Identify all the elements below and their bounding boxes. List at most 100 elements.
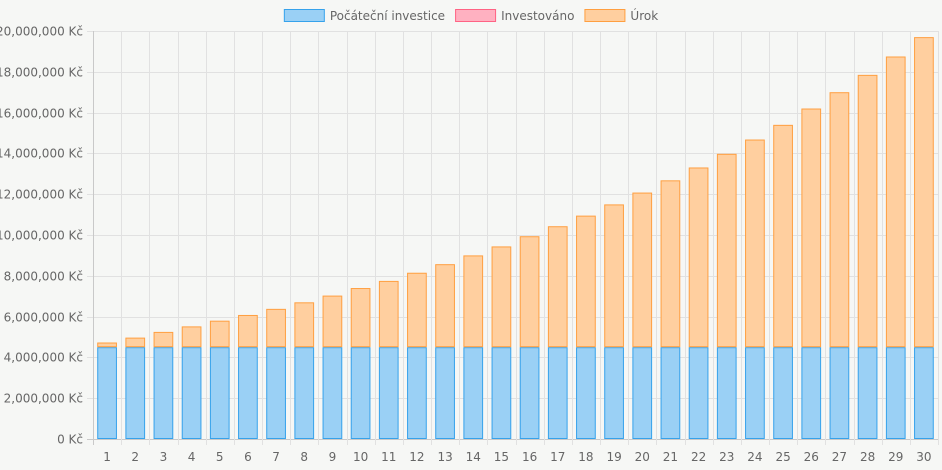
- bar-interest[interactable]: [519, 236, 540, 348]
- y-tick-label: 20,000,000 Kč: [0, 25, 83, 39]
- y-tick-label: 4,000,000 Kč: [4, 351, 83, 365]
- bar-initial-investment[interactable]: [435, 347, 455, 440]
- bar-interest[interactable]: [322, 295, 343, 348]
- bar-initial-investment[interactable]: [378, 347, 399, 440]
- bar-interest[interactable]: [350, 288, 371, 348]
- bar-initial-investment[interactable]: [407, 347, 427, 440]
- x-tick-label: 19: [606, 450, 621, 464]
- bar-interest[interactable]: [153, 331, 174, 348]
- bar-initial-investment[interactable]: [716, 347, 737, 440]
- bar-initial-investment[interactable]: [857, 347, 878, 440]
- bar-interest[interactable]: [181, 326, 202, 348]
- bar-interest[interactable]: [773, 124, 793, 348]
- bar-interest[interactable]: [914, 37, 934, 348]
- bar-interest[interactable]: [547, 226, 568, 348]
- y-tick-label: 6,000,000 Kč: [4, 311, 83, 325]
- bar-initial-investment[interactable]: [238, 347, 258, 440]
- x-tick-label: 25: [775, 450, 790, 464]
- x-axis: 1 2 3 4 5 6 7 8 9 10 11 12 13 14 15 16 17 18 19 20 21 22 23 24 2…: [103, 450, 931, 464]
- y-tick-label: 14,000,000 Kč: [0, 147, 83, 161]
- bar-initial-investment[interactable]: [209, 347, 230, 440]
- bar-initial-investment[interactable]: [294, 347, 315, 440]
- x-tick-label: 6: [244, 450, 252, 464]
- bar-interest[interactable]: [688, 167, 709, 348]
- y-axis: 0 Kč 2,000,000 Kč 4,000,000 Kč 6,000,000 Kč…: [0, 25, 83, 447]
- bar-initial-investment[interactable]: [153, 347, 174, 440]
- bar-interest[interactable]: [407, 272, 427, 348]
- bar-initial-investment[interactable]: [97, 347, 117, 440]
- bar-initial-investment[interactable]: [632, 347, 653, 440]
- bar-initial-investment[interactable]: [660, 347, 681, 440]
- y-tick-label: 18,000,000 Kč: [0, 66, 83, 80]
- bar-interest[interactable]: [463, 255, 484, 348]
- y-tick-label: 12,000,000 Kč: [0, 188, 83, 202]
- grid-lines: [87, 31, 939, 445]
- x-tick-label: 22: [691, 450, 706, 464]
- bar-initial-investment[interactable]: [773, 347, 793, 440]
- bar-initial-investment[interactable]: [322, 347, 343, 440]
- bar-interest[interactable]: [491, 246, 512, 348]
- legend-label: Počáteční investice: [330, 9, 445, 23]
- bar-interest[interactable]: [632, 192, 653, 348]
- legend-item-initial-investment[interactable]: Počáteční investice: [283, 9, 445, 23]
- bar-interest[interactable]: [378, 280, 399, 348]
- y-tick-label: 10,000,000 Kč: [0, 229, 83, 243]
- x-tick-label: 12: [409, 450, 424, 464]
- bar-interest[interactable]: [576, 215, 596, 348]
- bar-interest[interactable]: [829, 92, 850, 348]
- bar-initial-investment[interactable]: [181, 347, 202, 440]
- bar-interest[interactable]: [435, 264, 455, 348]
- bar-initial-investment[interactable]: [688, 347, 709, 440]
- x-tick-label: 8: [300, 450, 308, 464]
- bar-interest[interactable]: [801, 108, 822, 348]
- bar-initial-investment[interactable]: [604, 347, 624, 440]
- bar-interest[interactable]: [209, 320, 230, 348]
- y-tick-label: 8,000,000 Kč: [4, 270, 83, 284]
- bars: [97, 37, 934, 440]
- y-tick-label: 0 Kč: [57, 433, 83, 447]
- bar-interest[interactable]: [885, 56, 906, 348]
- x-tick-label: 27: [832, 450, 847, 464]
- bar-initial-investment[interactable]: [491, 347, 512, 440]
- bar-interest[interactable]: [604, 204, 624, 348]
- x-tick-label: 30: [916, 450, 931, 464]
- legend-swatch: [455, 9, 497, 22]
- legend[interactable]: Počáteční investice Investováno Úrok: [283, 8, 658, 23]
- bar-interest[interactable]: [266, 308, 286, 348]
- bar-initial-investment[interactable]: [266, 347, 286, 440]
- bar-interest[interactable]: [97, 342, 117, 348]
- legend-item-interest[interactable]: Úrok: [584, 8, 658, 23]
- bar-initial-investment[interactable]: [745, 347, 765, 440]
- bar-interest[interactable]: [238, 314, 258, 348]
- bar-interest[interactable]: [125, 337, 146, 348]
- x-tick-label: 11: [381, 450, 396, 464]
- bar-initial-investment[interactable]: [350, 347, 371, 440]
- x-tick-label: 24: [747, 450, 762, 464]
- bar-interest[interactable]: [716, 153, 737, 348]
- bar-interest[interactable]: [660, 180, 681, 348]
- bar-initial-investment[interactable]: [885, 347, 906, 440]
- legend-item-invested[interactable]: Investováno: [455, 9, 575, 23]
- x-tick-label: 1: [103, 450, 111, 464]
- bar-initial-investment[interactable]: [547, 347, 568, 440]
- legend-label: Úrok: [630, 8, 658, 23]
- bar-initial-investment[interactable]: [463, 347, 484, 440]
- bar-interest[interactable]: [857, 74, 878, 348]
- bar-interest[interactable]: [294, 302, 315, 348]
- bar-initial-investment[interactable]: [829, 347, 850, 440]
- bar-initial-investment[interactable]: [576, 347, 596, 440]
- bar-initial-investment[interactable]: [914, 347, 934, 440]
- x-tick-label: 16: [522, 450, 537, 464]
- bar-initial-investment[interactable]: [125, 347, 146, 440]
- y-tick-label: 16,000,000 Kč: [0, 107, 83, 121]
- x-tick-label: 4: [188, 450, 196, 464]
- bar-initial-investment[interactable]: [801, 347, 822, 440]
- x-tick-label: 13: [437, 450, 452, 464]
- x-tick-label: 18: [578, 450, 593, 464]
- x-tick-label: 20: [635, 450, 650, 464]
- bar-interest[interactable]: [745, 139, 765, 348]
- x-tick-label: 3: [160, 450, 168, 464]
- bar-initial-investment[interactable]: [519, 347, 540, 440]
- x-tick-label: 15: [494, 450, 509, 464]
